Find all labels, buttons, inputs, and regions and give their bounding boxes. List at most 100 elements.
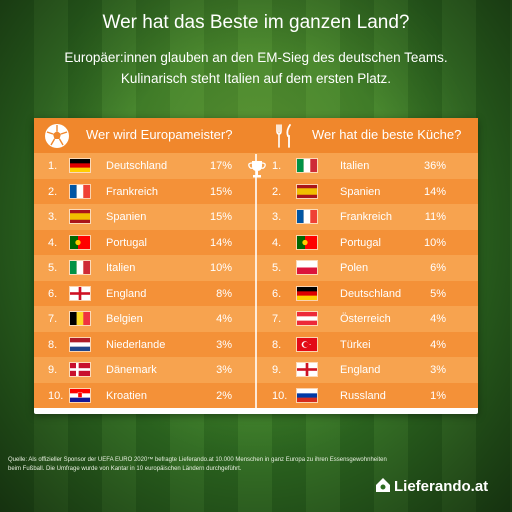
rank-number: 1. (48, 160, 58, 172)
list-item: 5. Italien 10% (34, 255, 256, 281)
percentage-value: 6% (430, 262, 446, 274)
rank-number: 7. (272, 313, 282, 325)
percentage-value: 36% (423, 160, 446, 172)
percentage-value: 4% (430, 313, 446, 325)
rank-number: 10. (272, 389, 288, 402)
country-name: England (106, 287, 147, 300)
flag-fr-icon (69, 183, 91, 199)
percentage-value: 15% (209, 211, 232, 223)
rank-number: 2. (272, 185, 282, 198)
percentage-value: 3% (216, 364, 232, 376)
percentage-value: 5% (430, 287, 446, 300)
rank-number: 8. (272, 338, 282, 351)
percentage-value: 3% (430, 364, 446, 376)
flag-es-icon (69, 209, 91, 224)
list-item: 10. Kroatien 2% (34, 382, 256, 408)
list-europameister: 1. Deutschland 17% 2. Frankreich 15% 3. Spanien… (34, 153, 256, 408)
flag-de-icon (69, 158, 91, 173)
country-name: Spanien (340, 185, 381, 198)
country-name: Italien (106, 262, 136, 274)
flag-en-icon (296, 362, 318, 377)
flag-dk-icon (69, 362, 91, 377)
subtitle-line-1: Europäer:innen glauben an den EM-Sieg de… (64, 50, 448, 65)
rank-number: 9. (48, 364, 58, 376)
flag-pt-icon (69, 234, 91, 250)
rank-number: 5. (48, 262, 58, 274)
list-item: 5. Polen 6% (256, 255, 478, 281)
percentage-value: 4% (216, 313, 232, 325)
country-name: Türkei (340, 338, 371, 351)
percentage-value: 15% (209, 185, 232, 198)
percentage-value: 10% (423, 236, 446, 249)
subtitle-line-2: Kulinarisch steht Italien auf dem ersten… (120, 71, 392, 86)
list-item: 1. Deutschland 17% (34, 153, 256, 179)
country-name: Belgien (106, 313, 143, 325)
rank-number: 1. (272, 160, 282, 172)
rank-number: 9. (272, 364, 282, 376)
percentage-value: 14% (209, 236, 232, 249)
rank-number: 8. (48, 338, 58, 351)
country-name: Frankreich (106, 185, 158, 198)
percentage-value: 4% (430, 338, 446, 351)
list-item: 1. Italien 36% (256, 153, 478, 179)
lieferando-logo[interactable]: Lieferando.at (376, 478, 489, 502)
page-title: Wer hat das Beste im ganzen Land? (102, 12, 410, 33)
list-item: 4. Portugal 10% (256, 229, 478, 255)
list-item: 2. Frankreich 15% (34, 178, 256, 204)
rank-number: 4. (48, 236, 58, 249)
flag-pl-icon (296, 260, 318, 275)
percentage-value: 11% (424, 211, 446, 223)
list-item: 3. Frankreich 11% (256, 204, 478, 230)
list-item: 8. Türkei 4% (256, 331, 478, 357)
flag-fr-icon (296, 209, 318, 224)
list-item: 6. England 8% (34, 280, 256, 306)
column-heading-europameister: Wer wird Europameister? (86, 127, 233, 142)
country-name: Portugal (340, 236, 381, 249)
percentage-value: 2% (216, 389, 232, 402)
percentage-value: 10% (209, 262, 232, 274)
house-logo-icon (374, 476, 392, 494)
country-name: Deutschland (106, 160, 168, 172)
flag-en-icon (69, 285, 91, 301)
percentage-value: 8% (216, 287, 232, 300)
country-name: Kroatien (106, 389, 147, 402)
rank-number: 6. (272, 287, 282, 300)
flag-hr-icon (69, 387, 91, 403)
flag-ru-icon (296, 387, 318, 403)
flag-es-icon (296, 183, 318, 199)
list-item: 10. Russland 1% (256, 382, 478, 408)
country-name: Russland (340, 389, 386, 402)
list-item: 9. Dänemark 3% (34, 357, 256, 383)
country-name: Deutschland (340, 287, 402, 300)
country-name: Portugal (106, 236, 147, 249)
list-item: 7. Österreich 4% (256, 306, 478, 332)
fork-knife-icon (274, 123, 296, 149)
flag-it-icon (296, 158, 318, 173)
page-subtitle: Europäer:innen glauben an den EM-Sieg de… (0, 47, 512, 89)
rank-number: 5. (272, 262, 282, 274)
rank-number: 2. (48, 185, 58, 198)
rank-number: 3. (272, 211, 282, 223)
rank-number: 10. (48, 389, 64, 402)
column-divider (255, 154, 257, 414)
rank-number: 7. (48, 313, 58, 325)
flag-be-icon (69, 311, 91, 326)
country-name: Polen (340, 262, 369, 274)
country-name: Frankreich (340, 211, 392, 223)
ranking-panel: Wer wird Europameister? 1. Deutschland 17%… (34, 118, 478, 414)
list-item: 2. Spanien 14% (256, 178, 478, 204)
list-item: 6. Deutschland 5% (256, 280, 478, 306)
percentage-value: 14% (423, 185, 446, 198)
percentage-value: 1% (430, 389, 446, 402)
panel-header (34, 118, 478, 153)
percentage-value: 3% (216, 338, 232, 351)
list-item: 9. England 3% (256, 357, 478, 383)
country-name: Niederlande (106, 338, 166, 351)
rank-number: 6. (48, 287, 58, 300)
flag-at-icon (296, 311, 318, 326)
column-heading-kueche: Wer hat die beste Küche? (312, 127, 462, 142)
list-item: 7. Belgien 4% (34, 306, 256, 332)
flag-nl-icon (69, 336, 91, 352)
logo-text: Lieferando.at (394, 478, 489, 495)
country-name: Österreich (340, 313, 391, 325)
